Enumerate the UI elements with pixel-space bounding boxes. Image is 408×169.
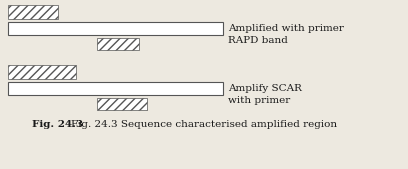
Bar xyxy=(8,82,223,95)
Bar xyxy=(8,22,223,35)
Bar xyxy=(97,98,147,110)
Text: Amplified with primer: Amplified with primer xyxy=(228,24,344,33)
Text: RAPD band: RAPD band xyxy=(228,36,288,45)
Bar xyxy=(8,65,76,79)
Text: Fig. 24.3: Fig. 24.3 xyxy=(32,120,83,129)
Text: Fig. 24.3 Sequence characterised amplified region: Fig. 24.3 Sequence characterised amplifi… xyxy=(71,120,337,129)
Text: with primer: with primer xyxy=(228,96,290,105)
Bar xyxy=(8,5,58,19)
Bar xyxy=(97,38,139,50)
Text: Amplify SCAR: Amplify SCAR xyxy=(228,84,302,93)
